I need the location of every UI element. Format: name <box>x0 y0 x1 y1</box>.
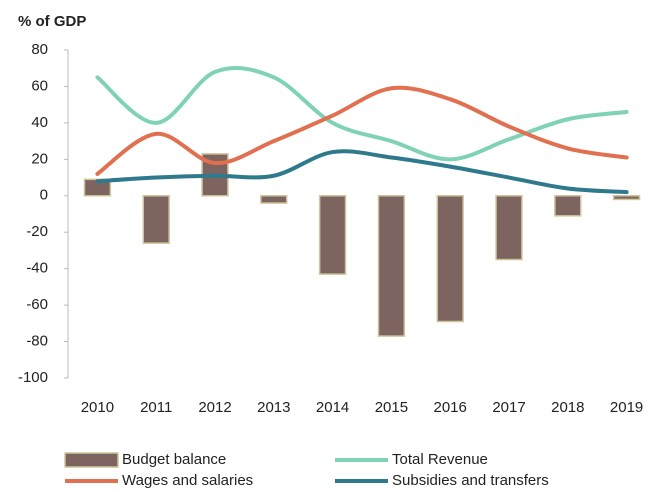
legend-label: Total Revenue <box>392 451 488 468</box>
x-tick-label: 2014 <box>316 399 349 416</box>
bar <box>142 195 170 244</box>
y-tick-label: 80 <box>31 41 48 58</box>
x-tick-label: 2013 <box>257 399 290 416</box>
x-tick-label: 2016 <box>434 399 467 416</box>
bar <box>612 195 641 201</box>
legend-label: Budget balance <box>122 451 226 468</box>
x-tick-label: 2017 <box>492 399 525 416</box>
y-tick-label: -40 <box>26 260 48 277</box>
y-axis-label: % of GDP <box>18 13 86 30</box>
y-tick-label: 40 <box>31 114 48 131</box>
line <box>95 85 629 176</box>
legend-label: Subsidies and transfers <box>392 472 549 489</box>
bar <box>554 195 582 217</box>
line <box>95 66 629 162</box>
bar <box>436 195 464 323</box>
y-tick-label: -80 <box>26 333 48 350</box>
y-tick-label: 60 <box>31 77 48 94</box>
x-tick-label: 2015 <box>375 399 408 416</box>
y-tick-label: -60 <box>26 296 48 313</box>
legend-label: Wages and salaries <box>122 472 253 489</box>
y-tick-label: 0 <box>40 187 48 204</box>
x-tick-label: 2012 <box>198 399 231 416</box>
bar <box>318 195 347 275</box>
line <box>95 149 629 195</box>
bar <box>260 195 288 204</box>
y-tick-label: 20 <box>31 150 48 167</box>
bar <box>377 195 406 337</box>
legend-swatch <box>64 452 119 468</box>
x-tick-label: 2018 <box>551 399 584 416</box>
bar <box>495 195 523 261</box>
y-tick-label: -100 <box>18 369 48 386</box>
x-tick-label: 2011 <box>140 399 172 416</box>
x-tick-label: 2010 <box>81 399 114 416</box>
y-tick-label: -20 <box>26 223 48 240</box>
x-tick-label: 2019 <box>610 399 643 416</box>
